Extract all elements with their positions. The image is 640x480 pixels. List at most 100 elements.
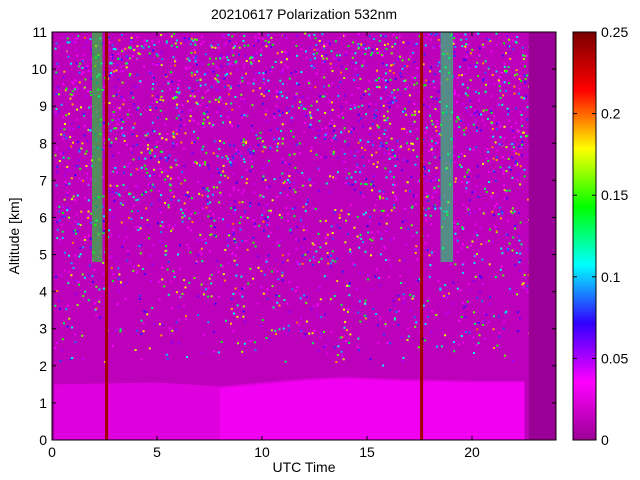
- heatmap-cell: [254, 72, 257, 75]
- heatmap-cell: [216, 167, 219, 170]
- heatmap-cell: [415, 194, 418, 197]
- heatmap-cell: [159, 135, 162, 138]
- heatmap-cell: [176, 39, 178, 42]
- heatmap-cell: [197, 122, 200, 125]
- heatmap-cell: [468, 331, 471, 334]
- heatmap-cell: [358, 44, 361, 47]
- heatmap-cell: [245, 142, 248, 145]
- heatmap-cell: [372, 184, 375, 187]
- heatmap-cell: [384, 35, 387, 38]
- heatmap-cell: [515, 252, 518, 254]
- heatmap-cell: [281, 50, 284, 53]
- heatmap-cell: [210, 233, 213, 236]
- heatmap-cell: [164, 74, 167, 77]
- heatmap-cell: [155, 64, 158, 66]
- heatmap-cell: [119, 328, 122, 331]
- heatmap-cell: [164, 123, 167, 126]
- heatmap-cell: [343, 77, 346, 79]
- heatmap-cell: [409, 55, 412, 58]
- heatmap-cell: [501, 167, 504, 170]
- heatmap-cell: [378, 190, 381, 193]
- heatmap-cell: [373, 209, 376, 212]
- heatmap-cell: [190, 197, 193, 200]
- heatmap-cell: [191, 90, 194, 93]
- heatmap-cell: [123, 202, 126, 205]
- heatmap-cell: [160, 231, 163, 234]
- heatmap-cell: [465, 331, 467, 333]
- heatmap-cell: [493, 347, 495, 349]
- heatmap-cell: [232, 189, 235, 192]
- heatmap-cell: [283, 34, 286, 37]
- heatmap-cell: [194, 51, 197, 54]
- heatmap-cell: [263, 273, 266, 276]
- heatmap-cell: [317, 168, 320, 171]
- heatmap-cell: [335, 56, 338, 59]
- heatmap-cell: [207, 189, 210, 192]
- heatmap-cell: [270, 147, 273, 150]
- heatmap-cell: [519, 269, 522, 272]
- heatmap-cell: [406, 160, 409, 163]
- heatmap-cell: [474, 231, 477, 234]
- heatmap-cell: [63, 215, 66, 218]
- heatmap-cell: [116, 171, 118, 174]
- heatmap-cell: [497, 79, 500, 82]
- heatmap-cell: [70, 274, 73, 277]
- heatmap-cell: [385, 197, 388, 200]
- heatmap-cell: [526, 153, 529, 156]
- heatmap-cell: [216, 74, 219, 77]
- heatmap-cell: [229, 121, 232, 124]
- heatmap-cell: [201, 96, 204, 99]
- heatmap-cell: [206, 187, 209, 190]
- heatmap-cell: [159, 150, 162, 153]
- heatmap-cell: [188, 110, 191, 113]
- heatmap-cell: [335, 361, 338, 363]
- heatmap-cell: [400, 226, 403, 229]
- heatmap-cell: [197, 212, 200, 215]
- heatmap-cell: [460, 38, 463, 41]
- heatmap-cell: [333, 295, 336, 297]
- heatmap-cell: [310, 308, 313, 311]
- heatmap-cell: [224, 44, 227, 47]
- heatmap-cell: [513, 74, 516, 77]
- heatmap-cell: [142, 46, 145, 49]
- heatmap-cell: [164, 253, 167, 256]
- heatmap-cell: [400, 336, 403, 339]
- heatmap-cell: [446, 296, 449, 299]
- heatmap-cell: [409, 190, 411, 193]
- heatmap-cell: [344, 54, 347, 56]
- heatmap-cell: [55, 111, 57, 114]
- heatmap-cell: [489, 228, 492, 231]
- heatmap-cell: [201, 124, 204, 126]
- heatmap-cell: [383, 133, 386, 135]
- heatmap-cell: [276, 270, 279, 273]
- heatmap-cell: [82, 71, 85, 74]
- heatmap-cell: [414, 44, 417, 47]
- heatmap-cell: [254, 349, 257, 352]
- heatmap-cell: [403, 65, 406, 68]
- heatmap-cell: [461, 181, 464, 183]
- heatmap-cell: [481, 258, 484, 261]
- heatmap-cell: [378, 77, 381, 80]
- heatmap-cell: [514, 263, 517, 266]
- heatmap-cell: [202, 162, 205, 165]
- heatmap-cell: [89, 178, 92, 181]
- heatmap-cell: [490, 50, 493, 53]
- heatmap-cell: [242, 310, 245, 313]
- heatmap-cell: [288, 163, 291, 166]
- heatmap-cell: [400, 282, 403, 284]
- heatmap-cell: [199, 233, 202, 236]
- heatmap-cell: [326, 338, 329, 340]
- heatmap-cell: [220, 282, 223, 285]
- heatmap-cell: [240, 139, 243, 142]
- heatmap-cell: [86, 64, 89, 67]
- heatmap-cell: [188, 37, 191, 40]
- heatmap-cell: [491, 197, 494, 200]
- heatmap-cell: [412, 149, 415, 152]
- heatmap-cell: [344, 182, 347, 184]
- heatmap-cell: [219, 191, 222, 194]
- heatmap-cell: [234, 287, 237, 290]
- heatmap-cell: [323, 47, 326, 50]
- heatmap-cell: [87, 234, 90, 237]
- heatmap-cell: [520, 135, 523, 138]
- heatmap-cell: [503, 136, 506, 139]
